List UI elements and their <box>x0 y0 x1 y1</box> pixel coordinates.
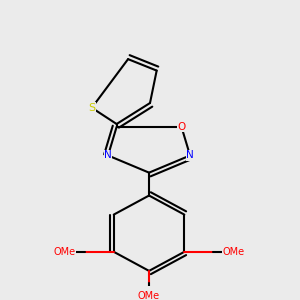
Text: N: N <box>186 151 194 160</box>
Text: S: S <box>88 103 95 113</box>
Text: OMe: OMe <box>138 291 160 300</box>
Text: OMe: OMe <box>53 247 76 257</box>
Text: O: O <box>177 122 186 132</box>
Text: N: N <box>104 151 112 160</box>
Text: OMe: OMe <box>223 247 244 257</box>
